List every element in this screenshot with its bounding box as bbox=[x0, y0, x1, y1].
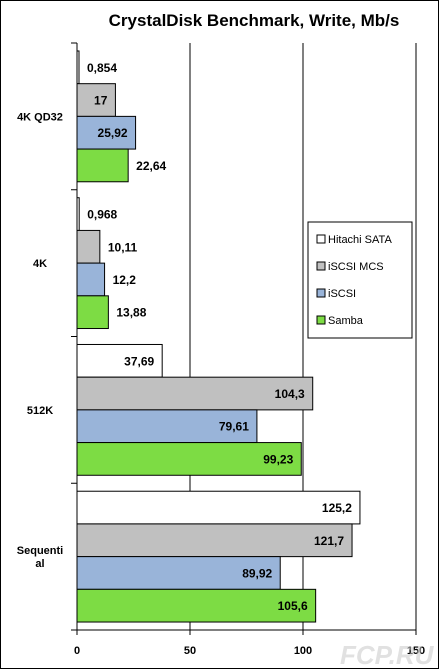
data-label-1-2: 12,2 bbox=[113, 273, 137, 287]
data-label-2-1: 104,3 bbox=[275, 387, 305, 401]
data-label-2-2: 79,61 bbox=[219, 420, 249, 434]
data-label-0-2: 25,92 bbox=[98, 126, 128, 140]
legend-swatch-0 bbox=[316, 234, 326, 244]
category-label-3-0: Sequenti bbox=[17, 545, 63, 557]
category-label-1: 4K bbox=[33, 258, 47, 270]
bar-0-2 bbox=[76, 115, 137, 150]
legend-swatch-2 bbox=[316, 288, 326, 298]
bar-2-1 bbox=[76, 376, 314, 411]
x-tick-label-0: 0 bbox=[74, 645, 80, 657]
bars-group: 0,854 17 25,92 22,64 0,968 10,11 12,2 13,88 37,6… bbox=[76, 50, 361, 623]
data-label-3-0: 125,2 bbox=[322, 501, 352, 515]
bar-0-3 bbox=[76, 148, 129, 183]
data-label-2-3: 99,23 bbox=[263, 452, 293, 466]
data-label-1-3: 13,88 bbox=[116, 306, 146, 320]
data-label-1-0: 0,968 bbox=[87, 208, 117, 222]
legend-label-1: iSCSI MCS bbox=[328, 261, 384, 273]
bar-1-3 bbox=[76, 295, 109, 330]
legend: Hitachi SATA iSCSI MCS iSCSI Samba bbox=[307, 221, 413, 339]
bar-3-0 bbox=[76, 490, 361, 525]
legend-swatch-1 bbox=[316, 261, 326, 271]
data-label-0-0: 0,854 bbox=[87, 61, 117, 75]
bar-3-1 bbox=[76, 523, 353, 558]
bar-3-2 bbox=[76, 556, 281, 590]
bar-1-1 bbox=[76, 229, 101, 264]
x-tick-label-2: 100 bbox=[294, 645, 312, 657]
watermark: FCP.RU bbox=[340, 640, 435, 669]
data-label-3-1: 121,7 bbox=[314, 534, 344, 548]
chart-title: CrystalDisk Benchmark, Write, Mb/s bbox=[109, 11, 400, 30]
category-label-3-1: al bbox=[35, 558, 44, 570]
bar-1-2 bbox=[76, 262, 106, 297]
data-label-3-2: 89,92 bbox=[242, 566, 272, 580]
data-label-2-0: 37,69 bbox=[124, 354, 154, 368]
category-label-2: 512K bbox=[27, 405, 53, 417]
data-label-0-1: 17 bbox=[94, 94, 108, 108]
data-label-3-3: 105,6 bbox=[278, 599, 308, 613]
category-label-0: 4K QD32 bbox=[17, 111, 63, 123]
legend-label-2: iSCSI bbox=[328, 288, 356, 300]
data-label-1-1: 10,11 bbox=[108, 240, 138, 254]
legend-label-3: Samba bbox=[328, 315, 364, 327]
data-label-0-3: 22,64 bbox=[136, 159, 166, 173]
legend-label-0: Hitachi SATA bbox=[328, 234, 392, 246]
bar-3-3 bbox=[76, 588, 317, 623]
x-tick-label-1: 50 bbox=[184, 645, 196, 657]
bar-2-0 bbox=[76, 343, 163, 378]
legend-swatch-3 bbox=[316, 315, 326, 325]
bar-2-3 bbox=[76, 442, 302, 476]
x-tick-label-3: 150 bbox=[407, 645, 425, 657]
